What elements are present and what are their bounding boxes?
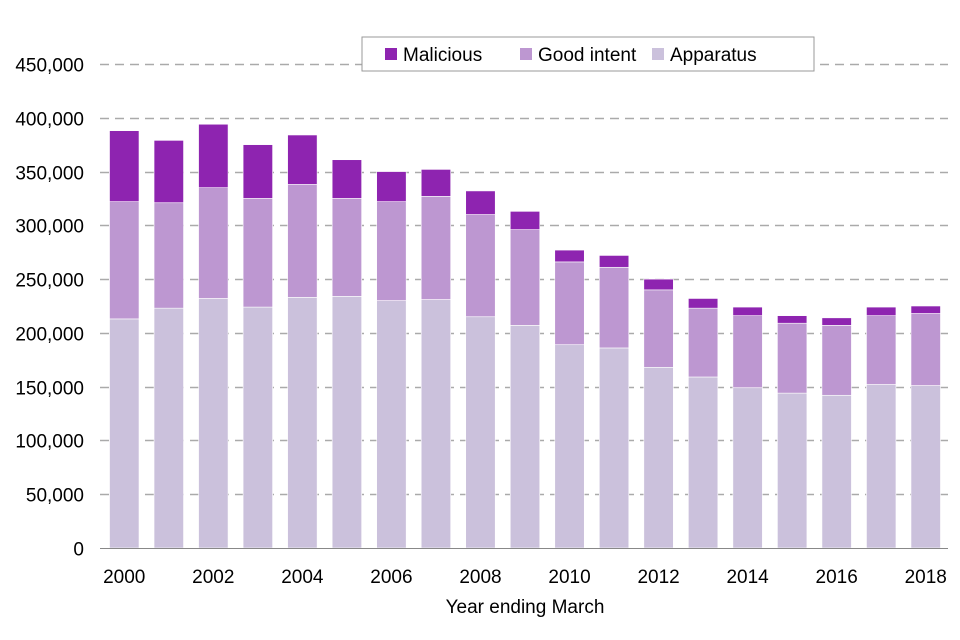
- bar-good-intent-2014: [732, 315, 763, 389]
- bar-good-intent-2010: [554, 261, 585, 346]
- bar-malicious-2007: [420, 169, 451, 197]
- y-axis-ticks: 0 50,000 100,000 150,000 200,000 250,000 300,0…: [15, 56, 84, 561]
- bar-malicious-2011: [599, 255, 630, 268]
- x-tick-label: 2006: [370, 567, 412, 588]
- bar-good-intent-2008: [465, 214, 496, 318]
- y-tick-label: 300,000: [15, 217, 84, 238]
- bar-malicious-2005: [331, 159, 362, 199]
- bar-malicious-2015: [777, 315, 808, 324]
- y-tick-label: 350,000: [15, 164, 84, 185]
- bar-good-intent-2011: [599, 266, 630, 349]
- bar-apparatus-2016: [821, 394, 852, 549]
- bar-apparatus-2010: [554, 344, 585, 549]
- bar-good-intent-2018: [910, 313, 941, 386]
- bar-malicious-2016: [821, 317, 852, 326]
- bar-malicious-2012: [643, 278, 674, 291]
- legend-label: Apparatus: [670, 45, 757, 66]
- bar-malicious-2009: [509, 211, 541, 230]
- legend-swatch-good-intent: [520, 48, 532, 60]
- x-tick-label: 2010: [548, 567, 590, 588]
- bar-good-intent-2002: [198, 187, 229, 299]
- y-tick-label: 50,000: [26, 486, 84, 507]
- bar-good-intent-2017: [866, 315, 897, 385]
- x-tick-label: 2014: [726, 567, 769, 588]
- x-tick-label: 2016: [816, 567, 858, 588]
- bar-apparatus-2017: [866, 384, 897, 549]
- bar-good-intent-2013: [688, 307, 719, 378]
- x-axis-ticks: 2000 2002 2004 2006 2008 2010 2012 2014 2016 2018: [103, 567, 947, 588]
- y-tick-label: 400,000: [15, 110, 84, 131]
- bar-malicious-2018: [910, 305, 941, 314]
- x-axis-label: Year ending March: [446, 597, 605, 618]
- legend-box: [361, 36, 815, 72]
- bar-malicious-2001: [153, 140, 184, 204]
- x-tick-label: 2012: [637, 567, 679, 588]
- legend: Malicious Good intent Apparatus: [361, 36, 815, 72]
- legend-label: Good intent: [538, 45, 637, 66]
- bar-good-intent-2015: [777, 322, 808, 394]
- y-tick-label: 250,000: [15, 271, 84, 292]
- legend-label: Malicious: [403, 45, 482, 66]
- bar-malicious-2002: [198, 123, 229, 188]
- bar-malicious-2006: [376, 171, 407, 202]
- bar-good-intent-2006: [376, 201, 407, 301]
- bar-malicious-2010: [554, 249, 585, 263]
- x-tick-label: 2002: [192, 567, 234, 588]
- y-tick-label: 0: [73, 540, 84, 561]
- bar-apparatus-2011: [599, 347, 630, 549]
- bar-apparatus-2018: [910, 385, 941, 549]
- bar-good-intent-2004: [287, 184, 318, 298]
- bar-malicious-2008: [465, 190, 496, 215]
- bar-apparatus-2003: [242, 306, 273, 549]
- bar-good-intent-2003: [242, 198, 273, 308]
- bar-good-intent-2012: [643, 289, 674, 368]
- x-tick-label: 2018: [905, 567, 947, 588]
- x-tick-label: 2000: [103, 567, 145, 588]
- legend-swatch-malicious: [385, 48, 397, 60]
- bar-apparatus-2000: [109, 318, 140, 549]
- bar-malicious-2003: [242, 144, 273, 199]
- bar-malicious-2013: [688, 298, 719, 309]
- bar-apparatus-2014: [732, 387, 763, 549]
- x-tick-label: 2004: [281, 567, 324, 588]
- bar-apparatus-2005: [331, 296, 362, 549]
- y-tick-label: 100,000: [15, 432, 84, 453]
- bar-apparatus-2015: [777, 392, 808, 549]
- bar-good-intent-2001: [153, 202, 184, 309]
- bar-apparatus-2013: [688, 376, 719, 549]
- bar-apparatus-2001: [153, 307, 184, 549]
- bar-apparatus-2012: [643, 367, 674, 549]
- bar-good-intent-2016: [821, 325, 852, 396]
- bar-malicious-2017: [866, 306, 897, 316]
- legend-swatch-apparatus: [652, 48, 664, 60]
- bar-apparatus-2008: [465, 316, 496, 549]
- bars: [109, 123, 941, 549]
- bar-apparatus-2002: [198, 298, 229, 549]
- y-tick-label: 450,000: [15, 56, 84, 77]
- bar-malicious-2004: [287, 134, 318, 185]
- bar-good-intent-2005: [331, 198, 362, 297]
- y-tick-label: 150,000: [15, 379, 84, 400]
- bar-apparatus-2009: [509, 325, 541, 549]
- bar-malicious-2014: [732, 306, 763, 316]
- y-tick-label: 200,000: [15, 325, 84, 346]
- bar-good-intent-2007: [420, 195, 451, 300]
- bar-good-intent-2009: [509, 229, 541, 326]
- bar-good-intent-2000: [109, 201, 140, 320]
- x-tick-label: 2008: [459, 567, 501, 588]
- bar-apparatus-2007: [420, 299, 451, 549]
- bar-apparatus-2006: [376, 300, 407, 549]
- bar-malicious-2000: [109, 130, 140, 202]
- bar-apparatus-2004: [287, 297, 318, 549]
